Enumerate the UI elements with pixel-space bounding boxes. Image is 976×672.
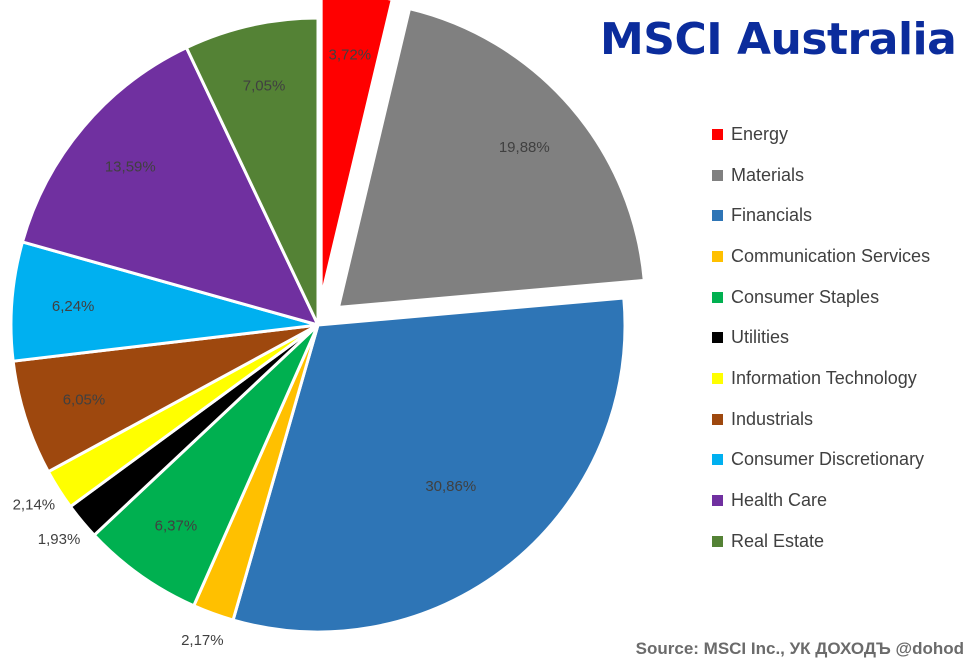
- data-label-real-estate: 7,05%: [243, 77, 286, 94]
- legend-swatch: [712, 413, 723, 425]
- pie-slice-health-care: [20, 46, 320, 327]
- legend-swatch: [712, 210, 723, 222]
- legend-label: Information Technology: [731, 367, 917, 388]
- data-label-health-care: 13,59%: [105, 159, 156, 176]
- data-label-industrials: 6,05%: [63, 391, 106, 408]
- source-note: Source: MSCI Inc., УК ДОХОДЪ @dohod: [635, 639, 964, 658]
- legend-swatch: [712, 495, 723, 507]
- legend-label: Industrials: [731, 408, 814, 429]
- pie-slice-real-estate: [184, 16, 320, 327]
- legend-label: Communication Services: [731, 245, 931, 266]
- legend-item-utilities: Utilities: [712, 317, 930, 358]
- legend-label: Energy: [731, 123, 789, 144]
- legend-label: Consumer Discretionary: [731, 449, 925, 470]
- legend-swatch: [712, 535, 723, 547]
- legend-label: Real Estate: [731, 530, 825, 551]
- pie-slice-financials: [231, 296, 627, 634]
- chart-legend: Energy Materials Financials Communication S…: [712, 114, 930, 562]
- legend-item-consumer-discretionary: Consumer Discretionary: [712, 440, 930, 481]
- data-label-consumer-staples: 6,37%: [155, 517, 198, 534]
- data-label-utilities: 1,93%: [38, 531, 81, 548]
- data-label-information-technology: 2,14%: [13, 497, 56, 514]
- data-label-materials: 19,88%: [499, 139, 550, 156]
- legend-swatch: [712, 332, 723, 344]
- legend-label: Consumer Staples: [731, 286, 880, 307]
- legend-item-materials: Materials: [712, 155, 930, 196]
- legend-swatch: [712, 291, 723, 303]
- legend-item-consumer-staples: Consumer Staples: [712, 277, 930, 318]
- legend-swatch: [712, 250, 723, 262]
- pie-slice-materials: [336, 7, 646, 309]
- legend-label: Materials: [731, 164, 805, 185]
- data-label-energy: 3,72%: [329, 46, 372, 63]
- legend-swatch: [712, 372, 723, 384]
- chart-title: MSCI Australia: [600, 14, 957, 65]
- legend-swatch: [712, 169, 723, 181]
- legend-item-industrials: Industrials: [712, 399, 930, 440]
- legend-item-health-care: Health Care: [712, 480, 930, 521]
- data-label-communication-services: 2,17%: [181, 632, 224, 649]
- data-label-consumer-discretionary: 6,24%: [52, 298, 95, 315]
- pie-slice-consumer-staples: [92, 323, 320, 608]
- pie-slice-consumer-discretionary: [9, 240, 320, 363]
- legend-item-communication-services: Communication Services: [712, 236, 930, 277]
- legend-item-financials: Financials: [712, 195, 930, 236]
- legend-item-energy: Energy: [712, 114, 930, 155]
- legend-swatch: [712, 128, 723, 140]
- legend-swatch: [712, 454, 723, 466]
- legend-item-information-technology: Information Technology: [712, 358, 930, 399]
- legend-label: Financials: [731, 205, 813, 226]
- legend-label: Health Care: [731, 490, 828, 511]
- legend-item-real-estate: Real Estate: [712, 521, 930, 562]
- data-label-financials: 30,86%: [425, 478, 476, 495]
- legend-label: Utilities: [731, 327, 790, 348]
- pie-slice-energy: [319, 0, 394, 300]
